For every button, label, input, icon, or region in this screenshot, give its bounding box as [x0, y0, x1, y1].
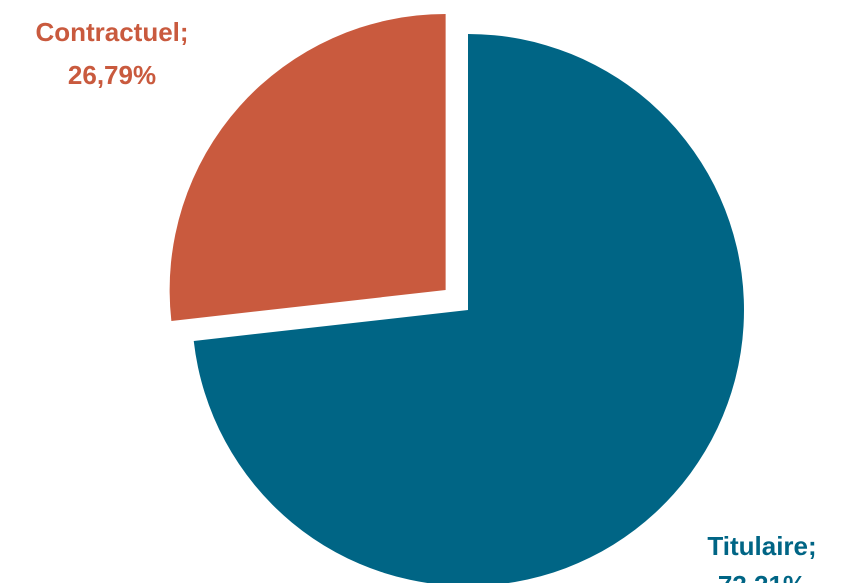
pie-slices: [169, 14, 744, 583]
slice-label-titulaire-value: 73,21%: [718, 570, 806, 583]
pie-slice-titulaire: [193, 34, 744, 583]
pie-slice-contractuel: [169, 14, 446, 321]
slice-label-titulaire-name: Titulaire;: [707, 531, 816, 561]
slice-label-contractuel-name: Contractuel;: [35, 17, 188, 47]
slice-label-contractuel-value: 26,79%: [68, 60, 156, 90]
